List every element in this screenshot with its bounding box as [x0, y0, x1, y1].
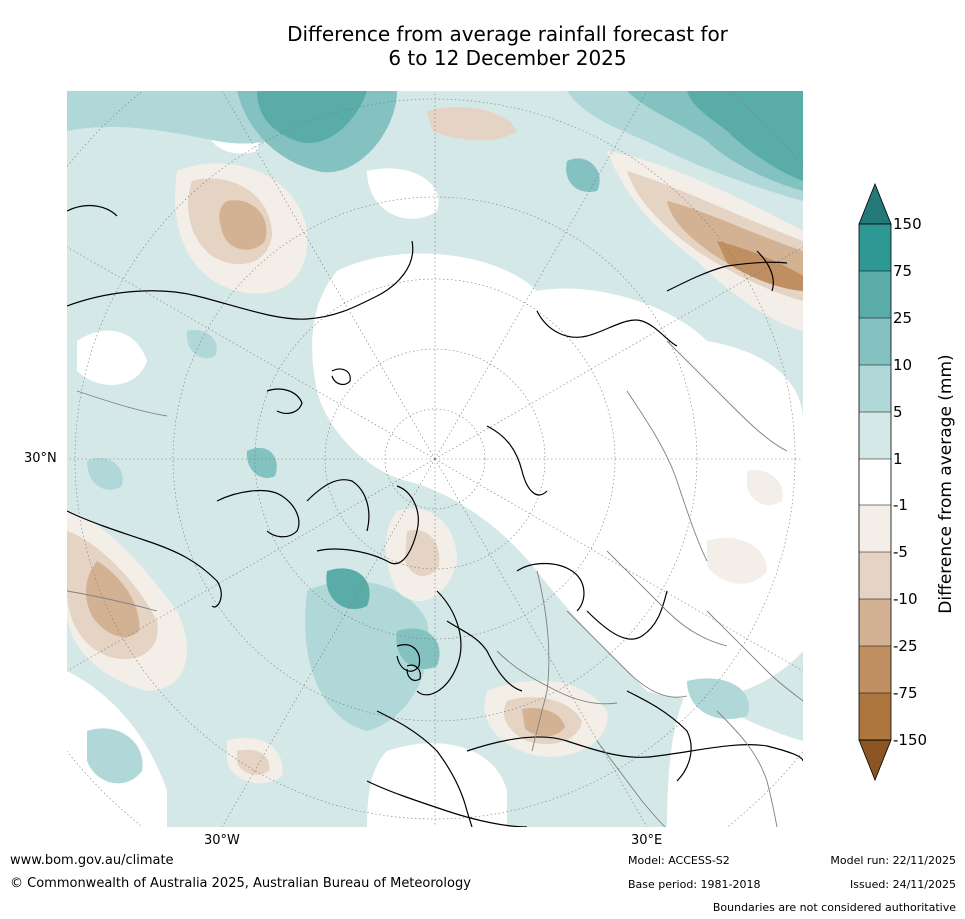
colorbar-segment-10-5 [859, 365, 891, 412]
coastlines [67, 204, 803, 827]
colorbar-segment-5-1 [859, 412, 891, 459]
dry-anomaly-regions [67, 107, 803, 784]
colorbar-segment-m75-m150 [859, 693, 891, 740]
longitude-label-30e: 30°E [631, 833, 663, 848]
colorbar-segment-1-m1 [859, 459, 891, 505]
colorbar-segment-150-75 [859, 224, 891, 271]
colorbar-segment-m10-m25 [859, 599, 891, 646]
colorbar-tick-label: -1 [893, 496, 908, 514]
colorbar-tick-label: 150 [893, 215, 922, 233]
colorbar-tick-label: -75 [893, 684, 918, 702]
colorbar-tick-label: -10 [893, 590, 918, 608]
colorbar-tick-label: 1 [893, 450, 903, 468]
colorbar-tick-label: -5 [893, 543, 908, 561]
colorbar-dividers [859, 270, 891, 694]
colorbar-tick-label: -150 [893, 731, 928, 749]
chart-title-line-1: Difference from average rainfall forecas… [287, 22, 728, 46]
footer-base-period: Base period: 1981-2018 [628, 878, 761, 891]
colorbar-tick-label: 75 [893, 262, 913, 280]
longitude-label-30w: 30°W [204, 833, 240, 848]
footer-disclaimer: Boundaries are not considered authoritat… [712, 901, 956, 914]
footer-model: Model: ACCESS-S2 [628, 854, 730, 867]
colorbar-over-triangle [858, 182, 892, 225]
rainfall-anomaly-map [67, 91, 803, 827]
colorbar-tick-label: 10 [893, 356, 913, 374]
chart-title-line-2: 6 to 12 December 2025 [388, 46, 627, 70]
colorbar-segment-m5-m10 [859, 552, 891, 599]
colorbar-under-triangle [858, 739, 892, 782]
footer-issued: Issued: 24/11/2025 [849, 878, 956, 891]
country-boundaries [67, 340, 803, 827]
colorbar-axis-label: Difference from average (mm) [936, 354, 956, 614]
footer-url[interactable]: www.bom.gov.au/climate [10, 853, 174, 868]
near-normal-regions [67, 108, 803, 827]
colorbar-tick-label: -25 [893, 637, 918, 655]
footer-model-run: Model run: 22/11/2025 [830, 854, 956, 867]
colorbar-segment-25-10 [859, 318, 891, 365]
graticule [67, 91, 803, 827]
latitude-label-30n: 30°N [24, 451, 57, 466]
colorbar-segment-m1-m5 [859, 505, 891, 552]
colorbar-frame [858, 223, 892, 741]
footer-copyright: © Commonwealth of Australia 2025, Austra… [10, 876, 471, 891]
colorbar-segment-m25-m75 [859, 646, 891, 693]
wet-anomaly-regions [67, 91, 803, 784]
colorbar-tick-label: 5 [893, 403, 903, 421]
colorbar-segment-75-25 [859, 271, 891, 318]
colorbar [858, 182, 892, 782]
colorbar-tick-label: 25 [893, 309, 913, 327]
